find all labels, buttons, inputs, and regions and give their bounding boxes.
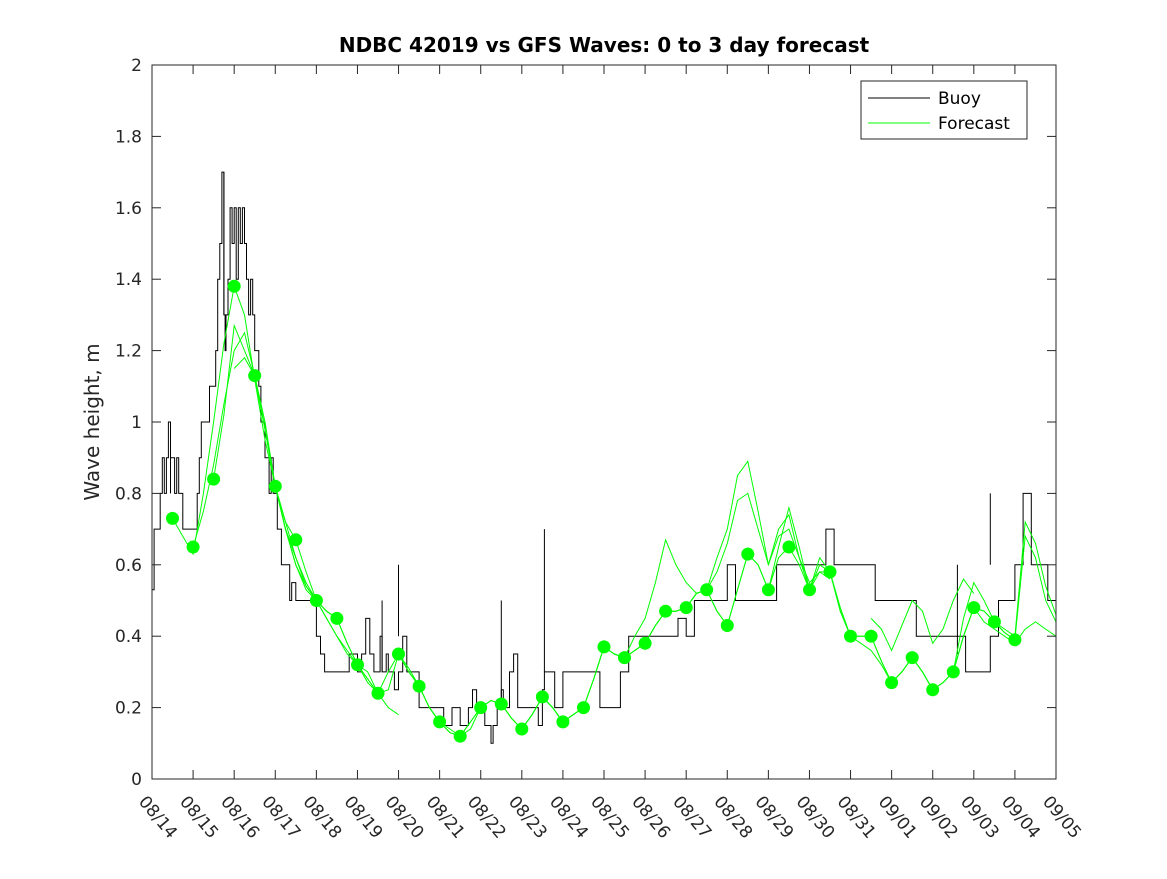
forecast-marker-12	[412, 679, 426, 693]
y-tick-label-9: 1.8	[115, 127, 142, 147]
forecast-marker-17	[515, 722, 529, 736]
forecast-marker-26	[700, 583, 714, 597]
forecast-marker-31	[803, 583, 816, 597]
forecast-line-15	[644, 553, 769, 644]
x-tick-label-16: 08/30	[792, 792, 839, 842]
forecast-marker-13	[433, 715, 447, 729]
forecast-marker-20	[577, 701, 590, 715]
x-tick-label-1: 08/15	[175, 792, 222, 842]
forecast-marker-2	[207, 472, 221, 486]
forecast-marker-28	[741, 547, 755, 561]
forecast-marker-32	[823, 565, 837, 579]
forecast-marker-9	[351, 658, 364, 672]
x-tick-label-20: 09/03	[956, 792, 1003, 842]
forecast-marker-6	[289, 533, 303, 547]
forecast-marker-0	[166, 511, 179, 525]
forecast-marker-7	[309, 594, 323, 607]
x-tick-label-18: 09/01	[874, 792, 921, 842]
y-tick-label-4: 0.8	[115, 484, 142, 504]
forecast-line-4	[254, 375, 379, 694]
forecast-marker-22	[618, 651, 631, 665]
forecast-marker-14	[453, 729, 467, 743]
x-tick-label-7: 08/21	[422, 792, 469, 842]
x-tick-label-22: 09/05	[1038, 792, 1085, 842]
y-tick-label-6: 1.2	[115, 342, 142, 362]
legend-forecast-label: Forecast	[938, 114, 1010, 134]
forecast-marker-4	[248, 369, 262, 383]
forecast-marker-10	[371, 686, 385, 700]
forecast-marker-38	[946, 665, 960, 679]
x-tick-label-2: 08/16	[216, 792, 263, 842]
x-tick-label-8: 08/22	[463, 792, 510, 842]
x-tick-label-19: 09/02	[915, 792, 962, 842]
x-tick-label-6: 08/20	[381, 792, 428, 842]
forecast-marker-19	[556, 715, 570, 729]
chart-title: NDBC 42019 vs GFS Waves: 0 to 3 day fore…	[339, 33, 870, 57]
forecast-line-22	[870, 578, 975, 652]
forecast-marker-15	[474, 701, 488, 715]
forecast-marker-29	[761, 583, 775, 597]
axes: 00.20.40.60.811.21.41.61.8208/1408/1508/…	[115, 56, 1085, 843]
forecast-marker-33	[844, 629, 857, 643]
forecast-line-13	[603, 589, 728, 659]
forecast-marker-39	[967, 601, 981, 615]
forecast-marker-35	[885, 676, 899, 690]
forecast-marker-23	[638, 636, 652, 650]
x-tick-label-0: 08/14	[134, 792, 181, 842]
forecast-marker-24	[659, 604, 673, 618]
forecast-marker-36	[905, 651, 919, 665]
forecast-line-14	[624, 538, 707, 658]
axes-box	[151, 64, 1057, 780]
plot-area	[152, 171, 1056, 744]
x-tick-label-11: 08/25	[586, 792, 633, 842]
x-tick-label-15: 08/29	[751, 792, 798, 842]
x-tick-label-14: 08/28	[709, 792, 756, 842]
x-tick-label-21: 09/04	[997, 792, 1044, 842]
x-tick-label-4: 08/18	[299, 792, 346, 842]
x-tick-label-13: 08/27	[668, 792, 715, 842]
forecast-marker-8	[330, 611, 344, 625]
forecast-marker-18	[535, 690, 549, 704]
x-tick-label-12: 08/26	[627, 792, 674, 842]
y-tick-label-10: 2	[131, 56, 142, 76]
legend: Buoy Forecast	[860, 80, 1028, 140]
forecast-line-25	[952, 520, 1056, 672]
y-tick-label-1: 0.2	[115, 699, 142, 719]
buoy-series-line	[152, 171, 1056, 744]
legend-box	[860, 80, 1028, 140]
forecast-marker-16	[494, 697, 508, 711]
forecast-marker-25	[679, 601, 693, 615]
y-tick-label-3: 0.6	[115, 556, 142, 576]
forecast-marker-5	[268, 479, 282, 493]
forecast-marker-1	[186, 540, 200, 554]
forecast-marker-21	[597, 640, 611, 654]
legend-buoy-label: Buoy	[938, 89, 981, 109]
forecast-line-5	[274, 486, 399, 716]
y-tick-label-7: 1.4	[115, 270, 142, 290]
forecast-line-2	[213, 323, 338, 619]
y-tick-label-0: 0	[131, 770, 142, 790]
x-tick-label-17: 08/31	[833, 792, 880, 842]
forecast-line-17	[706, 492, 831, 591]
forecast-marker-11	[392, 647, 405, 661]
y-tick-label-5: 1	[131, 413, 142, 433]
x-tick-label-5: 08/19	[340, 792, 387, 842]
y-tick-label-2: 0.4	[115, 627, 142, 647]
x-tick-label-9: 08/23	[504, 792, 551, 842]
forecast-marker-3	[227, 279, 241, 293]
forecast-marker-37	[926, 683, 940, 697]
forecast-marker-40	[987, 615, 1001, 629]
y-axis-label: Wave height, m	[80, 343, 104, 500]
forecast-marker-41	[1008, 633, 1022, 647]
y-tick-label-8: 1.6	[115, 199, 142, 219]
forecast-marker-34	[864, 629, 878, 643]
forecast-marker-30	[782, 540, 796, 554]
x-tick-label-10: 08/24	[545, 792, 592, 842]
forecast-marker-27	[720, 619, 734, 632]
x-tick-label-3: 08/17	[257, 792, 304, 842]
